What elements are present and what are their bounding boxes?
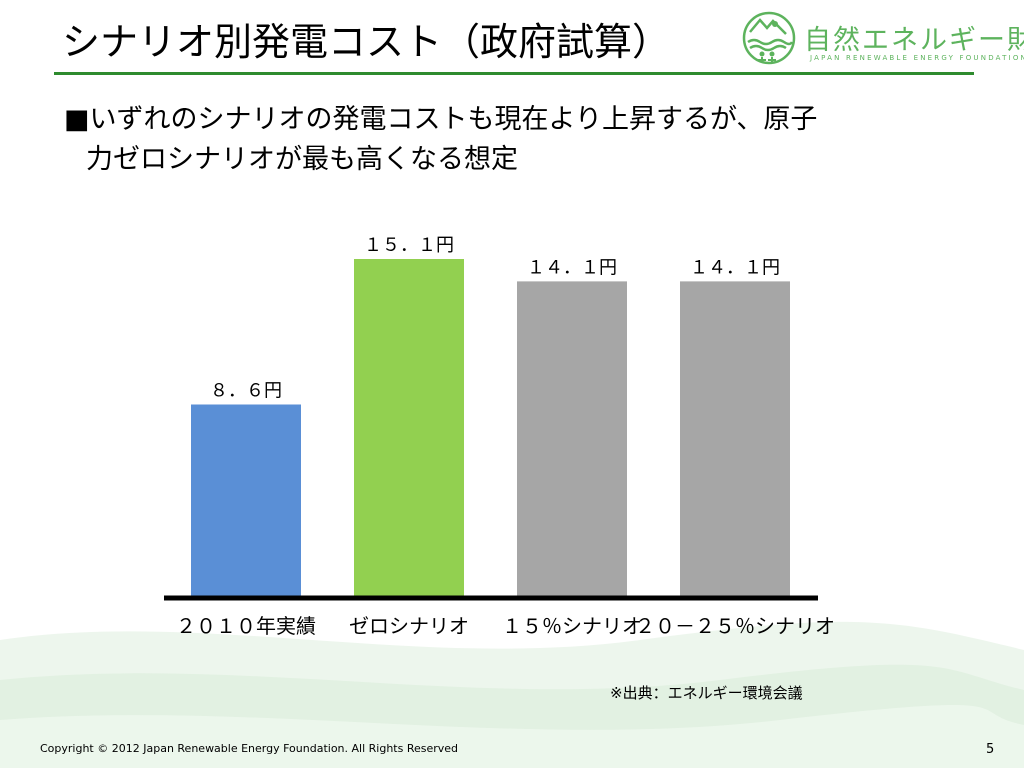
data-label-0: ８．６円 (210, 380, 282, 401)
page-number: 5 (986, 742, 995, 757)
bar-2 (517, 281, 627, 597)
decorative-waves (0, 621, 1024, 768)
bullet-line-2: 力ゼロシナリオが最も高くなる想定 (86, 144, 518, 175)
slide-title: シナリオ別発電コスト（政府試算） (62, 20, 671, 64)
category-label-1: ゼロシナリオ (349, 614, 469, 638)
logo-subtitle: JAPAN RENEWABLE ENERGY FOUNDATION (810, 54, 1024, 62)
sun-wind-water-people-icon (742, 11, 796, 65)
category-label-3: ２０－２５％シナリオ (635, 614, 835, 638)
source-note: ※出典：エネルギー環境会議 (610, 684, 803, 702)
data-label-1: １５．１円 (364, 235, 454, 256)
foundation-logo: 自然エネルギー財団 JAPAN RENEWABLE ENERGY FOUNDAT… (740, 10, 1024, 68)
category-label-0: ２０１０年実績 (176, 614, 316, 638)
logo-name: 自然エネルギー財団 (804, 25, 1024, 56)
title-underline (54, 72, 974, 75)
bullet-text: ■いずれのシナリオの発電コストも現在より上昇するが、原子 力ゼロシナリオが最も高… (64, 100, 944, 180)
data-label-3: １４．１円 (690, 257, 780, 278)
bullet-line-1: ■いずれのシナリオの発電コストも現在より上昇するが、原子 (64, 104, 818, 135)
copyright-footer: Copyright © 2012 Japan Renewable Energy … (40, 742, 459, 755)
data-label-2: １４．１円 (527, 257, 617, 278)
bar-0 (191, 404, 301, 597)
category-label-2: １５％シナリオ (502, 614, 642, 638)
bar-3 (680, 281, 790, 597)
bar-1 (354, 259, 464, 597)
